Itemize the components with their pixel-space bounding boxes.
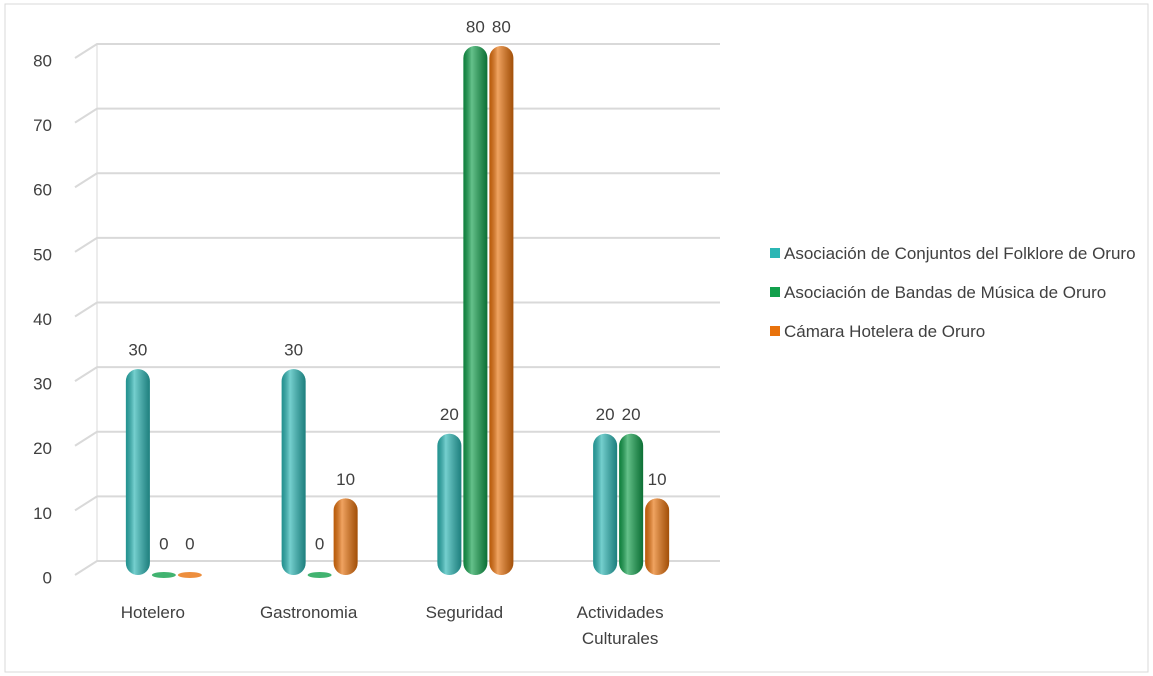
x-tick-label: Seguridad <box>425 603 504 622</box>
data-label: 10 <box>648 470 667 489</box>
legend-swatch <box>770 287 780 297</box>
legend-label: Asociación de Bandas de Música de Oruro <box>784 283 1107 302</box>
data-label: 30 <box>284 341 303 360</box>
y-tick-label: 20 <box>33 439 52 458</box>
data-label: 20 <box>440 405 459 424</box>
grid-line <box>74 107 720 124</box>
y-tick-label: 70 <box>33 116 52 135</box>
legend-entry: Asociación de Conjuntos del Folklore de … <box>770 238 1140 269</box>
legend-swatch <box>770 248 780 258</box>
y-tick-label: 30 <box>33 375 52 394</box>
bar-shade <box>463 46 488 575</box>
y-tick-label: 50 <box>33 245 52 264</box>
x-tick-label: Hotelero <box>120 603 185 622</box>
grid-line <box>74 43 720 59</box>
legend-swatch <box>770 326 780 336</box>
bar-shade <box>333 498 358 575</box>
y-tick-label: 10 <box>33 504 52 523</box>
grid-line <box>74 366 720 382</box>
bar-shade <box>619 433 644 575</box>
legend: Asociación de Conjuntos del Folklore de … <box>770 238 1140 355</box>
data-label: 80 <box>466 17 485 36</box>
y-tick-label: 60 <box>33 181 52 200</box>
bar-shade <box>645 498 670 575</box>
bar-group <box>645 498 670 575</box>
bar-group <box>619 433 644 575</box>
bar-group <box>489 46 514 575</box>
grid-line <box>74 172 720 189</box>
legend-label: Asociación de Conjuntos del Folklore de … <box>784 244 1136 263</box>
data-label: 30 <box>128 341 147 360</box>
bar <box>307 572 332 578</box>
bar-shade <box>125 369 150 575</box>
bar-shade <box>437 433 462 575</box>
bar-group <box>437 433 462 575</box>
x-tick-label: Gastronomia <box>259 603 358 622</box>
grid-line <box>74 301 720 318</box>
bar-group <box>125 369 150 575</box>
bar-shade <box>593 433 618 575</box>
y-tick-label: 80 <box>33 51 52 70</box>
legend-entry: Cámara Hotelera de Oruro <box>770 316 1140 347</box>
data-label: 0 <box>159 534 168 553</box>
data-label: 20 <box>622 405 641 424</box>
frame <box>4 3 1149 673</box>
grid-line <box>74 236 720 253</box>
bar-shade <box>281 369 306 575</box>
bar-group <box>333 498 358 575</box>
y-tick-label: 0 <box>43 568 52 587</box>
data-label: 20 <box>596 405 615 424</box>
data-label: 10 <box>336 470 355 489</box>
data-label: 0 <box>315 534 324 553</box>
legend-entry: Asociación de Bandas de Música de Oruro <box>770 277 1140 308</box>
data-label: 0 <box>185 534 194 553</box>
bar-shade <box>489 46 514 575</box>
y-tick-label: 40 <box>33 310 52 329</box>
bar <box>151 572 176 578</box>
bar <box>177 572 202 578</box>
bar-group <box>593 433 618 575</box>
data-label: 80 <box>492 17 511 36</box>
legend-label: Cámara Hotelera de Oruro <box>784 322 986 341</box>
bar-group <box>281 369 306 575</box>
x-tick-label: Actividades Culturales <box>576 603 664 648</box>
bar-group <box>463 46 488 575</box>
